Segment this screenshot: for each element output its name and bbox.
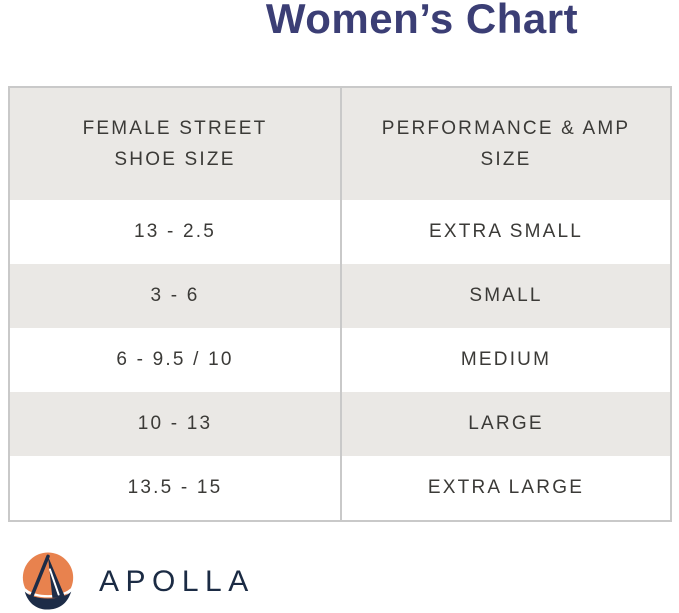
table-cell-amp-size: EXTRA SMALL: [340, 200, 670, 264]
table-cell-amp-size: EXTRA LARGE: [340, 456, 670, 520]
womens-size-table: FEMALE STREET SHOE SIZE PERFORMANCE & AM…: [8, 86, 672, 522]
table-cell-amp-size: MEDIUM: [340, 328, 670, 392]
column-header-shoe-size-line1: FEMALE STREET: [82, 117, 268, 139]
table-cell-shoe-size: 3 - 6: [10, 264, 340, 328]
table-cell-shoe-size: 10 - 13: [10, 392, 340, 456]
column-header-shoe-size: FEMALE STREET SHOE SIZE: [10, 88, 340, 200]
table-cell-shoe-size: 13.5 - 15: [10, 456, 340, 520]
table-cell-amp-size: SMALL: [340, 264, 670, 328]
column-header-amp-size-line1: PERFORMANCE & AMP: [381, 117, 631, 139]
brand-name: APOLLA: [99, 565, 255, 598]
table-cell-shoe-size: 6 - 9.5 / 10: [10, 328, 340, 392]
table-cell-shoe-size: 13 - 2.5: [10, 200, 340, 264]
column-header-amp-size: PERFORMANCE & AMP SIZE: [340, 88, 670, 200]
brand-footer: APOLLA: [19, 551, 255, 611]
table-cell-amp-size: LARGE: [340, 392, 670, 456]
column-header-shoe-size-line2: SHOE SIZE: [114, 149, 236, 170]
page-title: Women’s Chart: [265, 0, 579, 42]
apolla-a-circle-icon: [22, 552, 74, 610]
column-header-amp-size-line2: SIZE: [480, 149, 532, 170]
